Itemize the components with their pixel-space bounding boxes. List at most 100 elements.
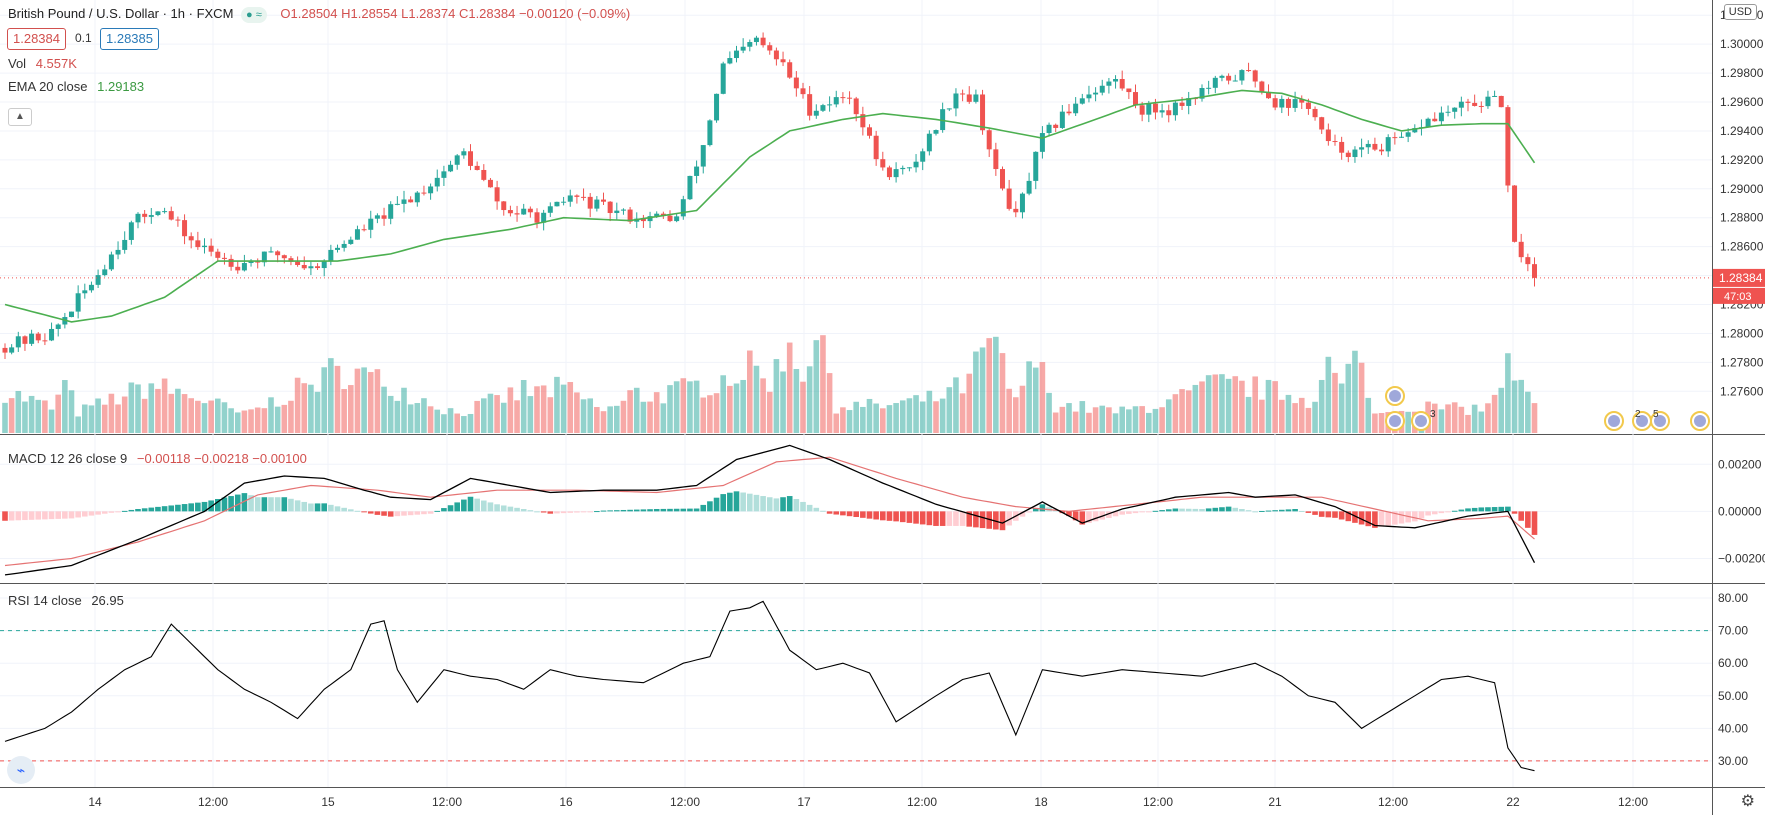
collapse-legend-button[interactable]: ▲ <box>8 108 32 126</box>
volume-bar <box>248 409 254 433</box>
macd-histogram-bar <box>487 502 494 512</box>
volume-bar <box>1205 375 1212 433</box>
volume-bar <box>1312 401 1318 433</box>
volume-bar <box>627 390 633 433</box>
candle <box>1312 108 1318 118</box>
candle <box>527 208 533 213</box>
volume-bar <box>580 399 587 433</box>
macd-histogram-bar <box>813 507 820 512</box>
macd-histogram-bar <box>1505 506 1511 512</box>
volume-bar <box>919 401 926 433</box>
volume-bar <box>195 400 201 433</box>
macd-histogram-bar <box>334 506 341 512</box>
volume-bar <box>1059 406 1066 433</box>
macd-histogram-bar <box>1146 511 1152 513</box>
macd-legend[interactable]: MACD 12 26 close 9 −0.00118 −0.00218 −0.… <box>8 451 307 466</box>
time-tick-label: 12:00 <box>1143 795 1173 809</box>
volume-bar <box>1039 362 1046 433</box>
macd-histogram-bar <box>1239 509 1245 512</box>
macd-histogram-bar <box>600 510 607 512</box>
candle <box>241 263 247 271</box>
candle <box>1106 81 1112 86</box>
macd-histogram-bar <box>175 504 181 512</box>
candle <box>1485 96 1491 107</box>
gear-icon[interactable]: ⚙ <box>1740 793 1755 810</box>
volume-bar <box>1518 379 1524 433</box>
macd-histogram-bar <box>148 507 155 512</box>
candle <box>1119 78 1125 89</box>
candle <box>667 215 673 222</box>
macd-histogram-bar <box>693 508 700 512</box>
candle <box>541 212 547 223</box>
volume-bar <box>660 403 667 433</box>
macd-histogram-bar <box>15 511 22 521</box>
macd-histogram-bar <box>1412 511 1418 522</box>
candle <box>75 293 81 312</box>
volume-bar <box>893 403 899 433</box>
volume-bar <box>474 400 480 433</box>
volume-bar <box>687 381 693 433</box>
candle <box>1126 88 1132 93</box>
buy-price-button[interactable]: 1.28385 <box>100 28 159 50</box>
candle <box>335 247 340 250</box>
sell-price-button[interactable]: 1.28384 <box>7 28 66 50</box>
candle <box>787 62 793 78</box>
volume-bar <box>1006 388 1012 433</box>
volume-bar <box>1139 406 1145 433</box>
candle <box>860 114 866 128</box>
candle <box>1093 92 1099 95</box>
volume-bar <box>860 406 866 433</box>
candle <box>547 206 553 213</box>
candle <box>707 120 713 146</box>
macd-histogram-bar <box>281 497 288 512</box>
symbol-title[interactable]: British Pound / U.S. Dollar · 1h · FXCM <box>8 6 234 21</box>
countdown-tag <box>1713 287 1765 304</box>
candle <box>88 284 94 291</box>
volume-bar <box>1099 405 1106 433</box>
volume-bar <box>740 379 746 433</box>
volume-bar <box>554 376 560 433</box>
candle <box>1498 95 1504 108</box>
ema-legend[interactable]: EMA 20 close 1.29183 <box>8 79 144 94</box>
candle <box>1099 85 1105 93</box>
currency-button[interactable]: USD <box>1723 4 1757 20</box>
macd-histogram-bar <box>22 511 28 521</box>
candle <box>853 98 859 115</box>
candle <box>933 130 939 134</box>
volume-bar <box>1325 356 1332 433</box>
volume-bar <box>614 405 620 433</box>
ema-label: EMA 20 close <box>8 79 88 94</box>
volume-bar <box>999 353 1006 433</box>
candle <box>1372 143 1378 150</box>
macd-histogram-bar <box>653 509 660 512</box>
tradingview-logo-icon[interactable]: ⌁ <box>7 756 35 784</box>
candle <box>42 340 48 342</box>
volume-bar <box>28 395 35 433</box>
market-status-badge[interactable]: ● ≈ <box>241 6 267 23</box>
macd-histogram-bar <box>554 511 560 514</box>
macd-histogram-bar <box>48 511 55 520</box>
macd-histogram-bar <box>700 504 707 512</box>
macd-histogram-bar <box>733 491 740 512</box>
volume-bar <box>294 377 301 433</box>
volume-bar <box>88 405 95 433</box>
volume-bar <box>1531 403 1538 433</box>
candle <box>208 245 214 252</box>
candle <box>281 255 287 259</box>
candle <box>182 220 188 237</box>
macd-histogram-bar <box>1365 511 1372 527</box>
macd-histogram-bar <box>740 492 746 512</box>
volume-bar <box>274 406 281 433</box>
macd-histogram-bar <box>1139 511 1145 513</box>
candle <box>820 105 826 111</box>
volume-bar <box>527 396 534 433</box>
macd-histogram-bar <box>427 511 434 514</box>
rsi-legend[interactable]: RSI 14 close 26.95 <box>8 593 124 608</box>
macd-histogram-bar <box>540 511 547 513</box>
volume-legend[interactable]: Vol 4.557K <box>8 56 77 71</box>
volume-bar <box>1279 399 1285 433</box>
volume-bar <box>673 381 680 433</box>
candle <box>913 161 919 168</box>
candle <box>1345 152 1351 158</box>
